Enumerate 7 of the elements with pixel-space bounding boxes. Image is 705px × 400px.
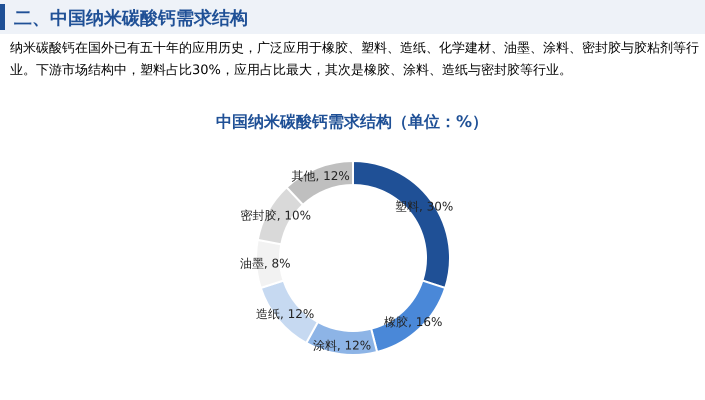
slice-label: 密封胶, 10% [240, 208, 312, 223]
slice-label: 造纸, 12% [256, 307, 314, 322]
chart-title: 中国纳米碳酸钙需求结构（单位：%） [216, 112, 488, 131]
slice-label: 油墨, 8% [240, 256, 291, 271]
slice-label: 其他, 12% [291, 169, 350, 184]
text: 纳米碳酸钙在国外已有五十年的应用历史，广泛应用于橡胶、塑料、造纸、化学建材、油墨、涂料、密封胶与胶粘剂等行业。下游市场结构中，塑料占比30%，应用占比最大，其次是橡胶、涂料、造纸与密封胶等行业。 [10, 40, 700, 80]
text: 二、中国纳米碳酸钙需求结构 [14, 8, 248, 29]
